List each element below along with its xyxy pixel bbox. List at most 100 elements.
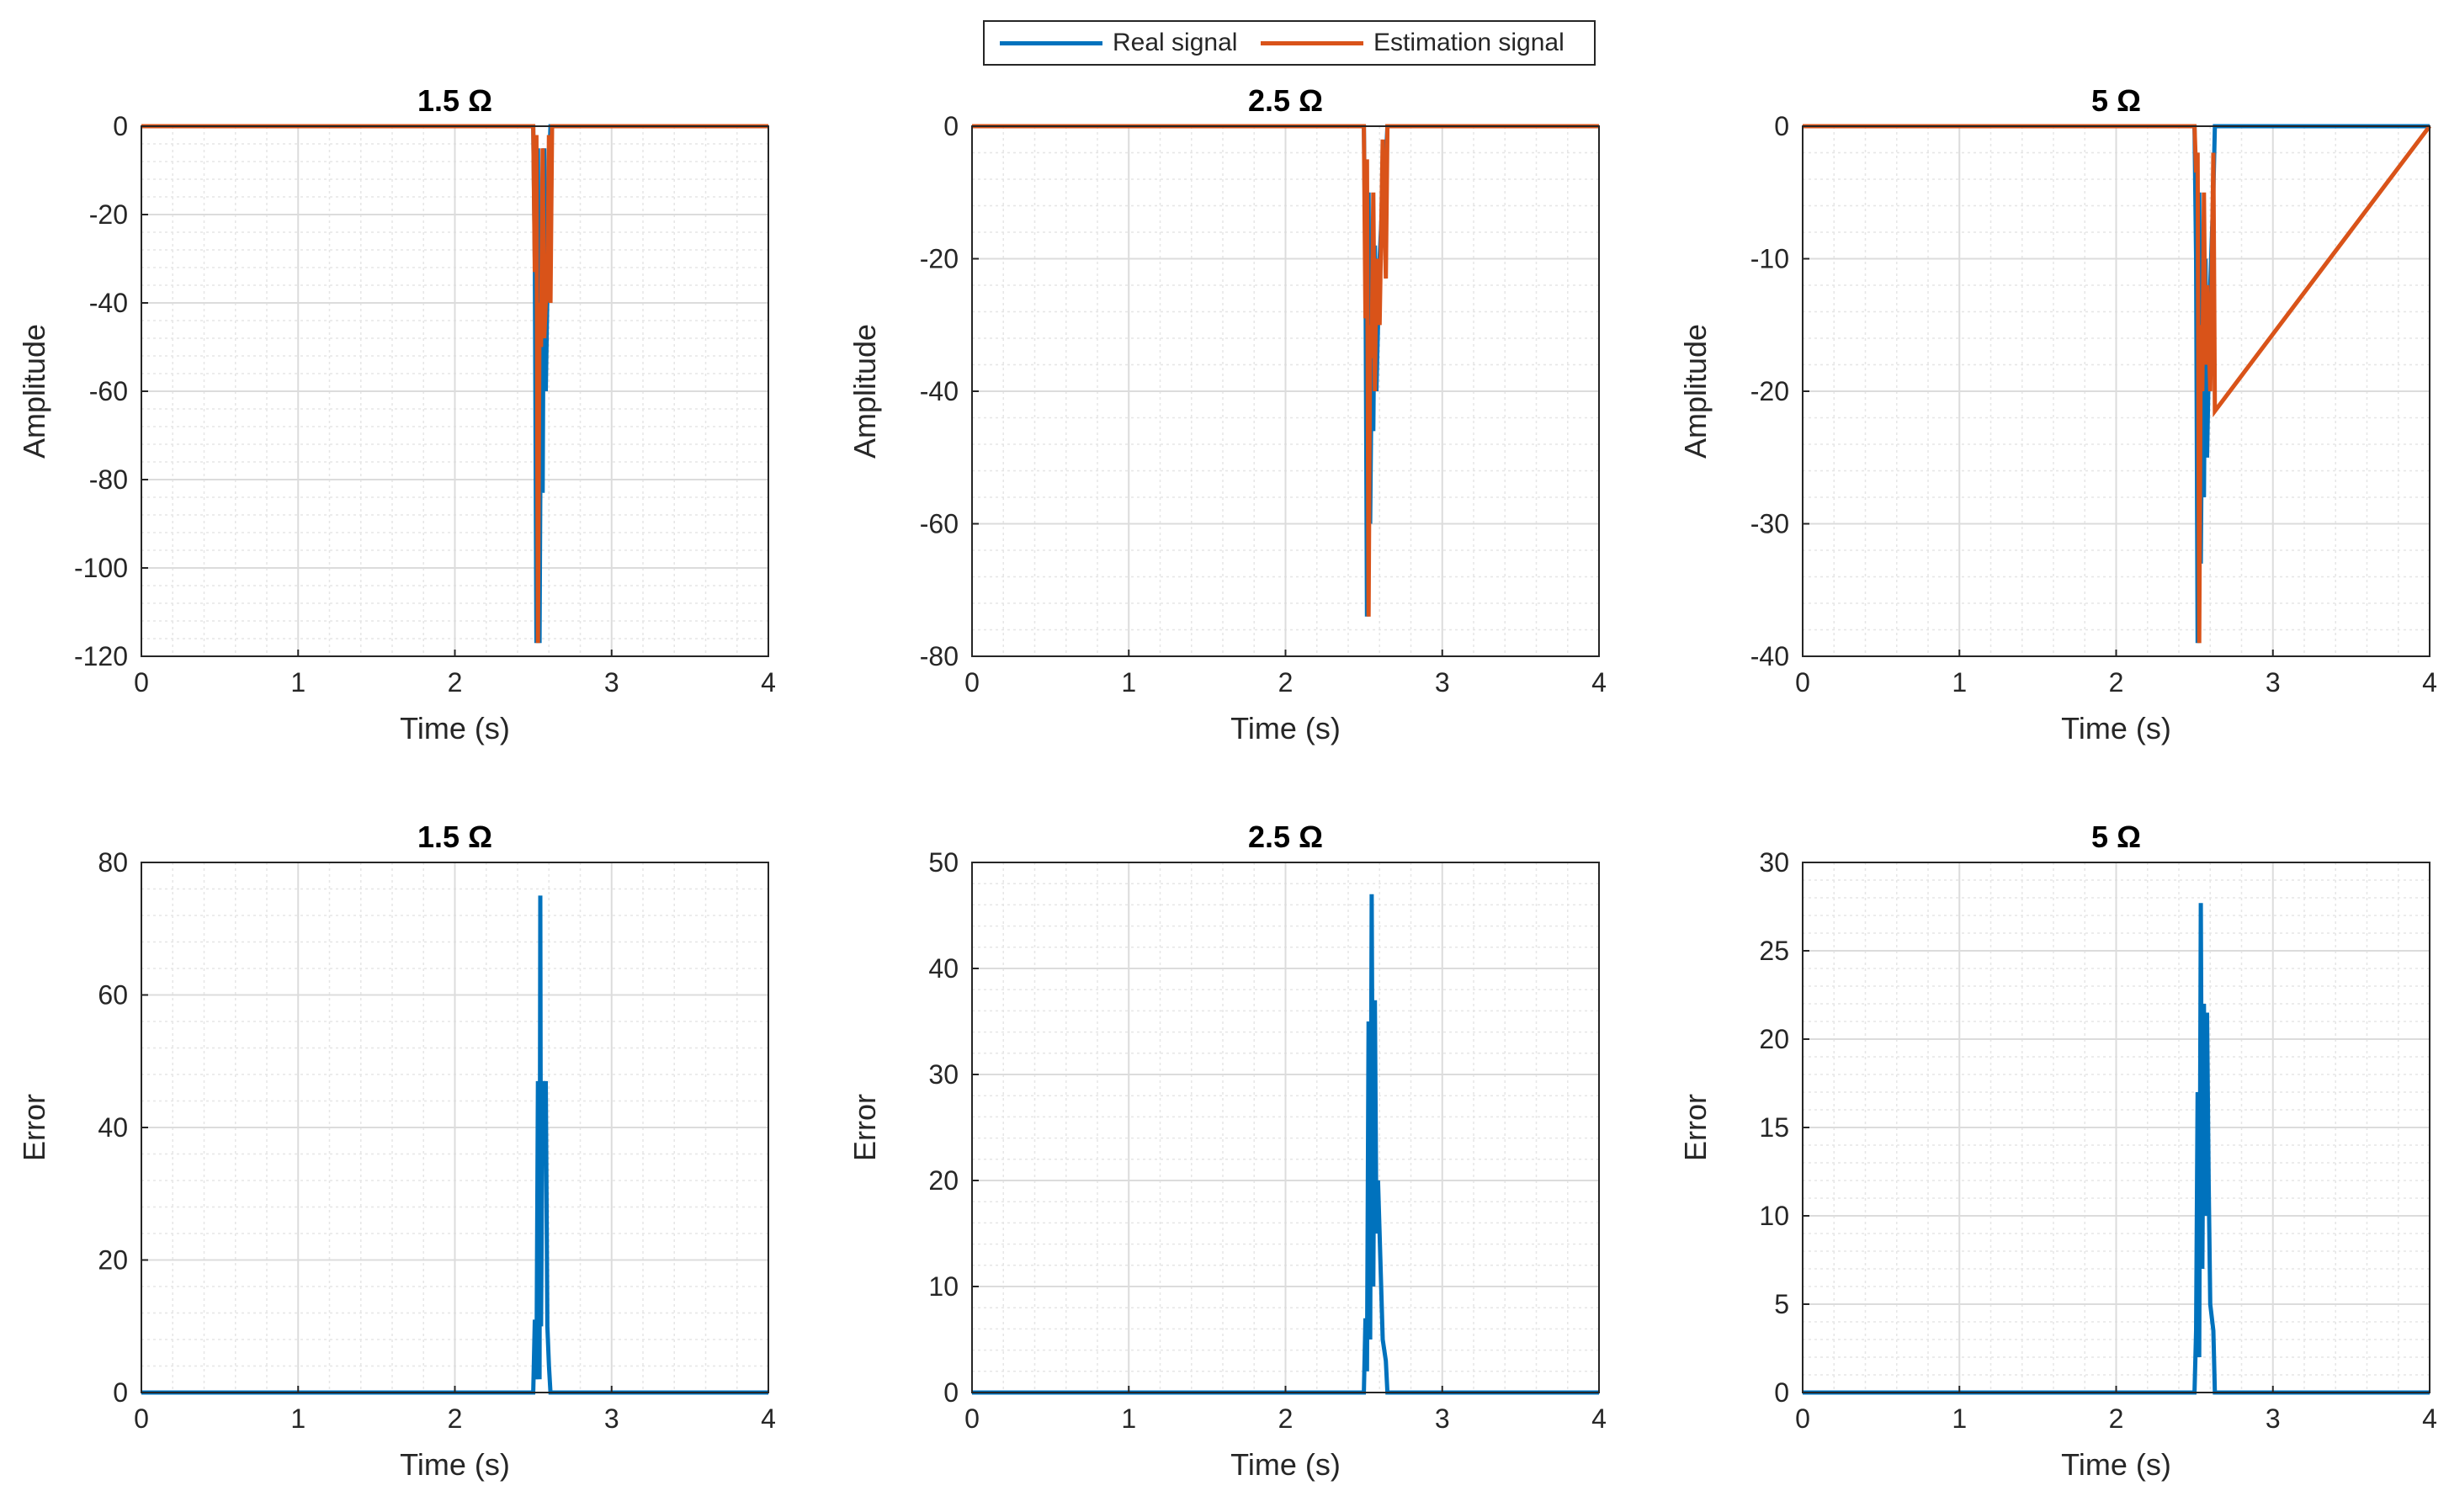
y-axis-label: Amplitude <box>1678 324 1713 459</box>
y-tick-label: 30 <box>928 1059 959 1090</box>
x-tick-label: 3 <box>1435 1403 1450 1434</box>
y-tick-label: 25 <box>1759 936 1789 966</box>
y-tick-label: 0 <box>943 111 959 141</box>
x-tick-label: 4 <box>761 1403 776 1434</box>
x-tick-label: 3 <box>1435 667 1450 698</box>
y-tick-label: -10 <box>1750 244 1789 274</box>
subplot-title: 2.5 Ω <box>1248 83 1323 118</box>
x-tick-label: 4 <box>2422 667 2437 698</box>
x-tick-label: 2 <box>1278 667 1294 698</box>
x-tick-label: 4 <box>1591 667 1607 698</box>
y-tick-label: -80 <box>89 464 128 495</box>
y-tick-label: 60 <box>98 980 128 1011</box>
x-tick-label: 1 <box>1952 667 1967 698</box>
series-line-error <box>141 895 768 1395</box>
y-tick-label: 30 <box>1759 847 1789 878</box>
legend: Real signal Estimation signal <box>983 20 1596 66</box>
legend-item-real: Real signal <box>1000 22 1237 64</box>
y-axis-label: Error <box>847 1094 882 1161</box>
x-tick-label: 0 <box>134 1403 149 1434</box>
y-tick-label: 40 <box>928 953 959 984</box>
y-tick-label: -40 <box>1750 641 1789 671</box>
x-tick-label: 2 <box>448 667 463 698</box>
y-tick-label: -60 <box>89 376 128 406</box>
x-axis-label: Time (s) <box>1230 711 1341 745</box>
y-tick-label: 15 <box>1759 1112 1789 1143</box>
x-tick-label: 0 <box>1795 667 1810 698</box>
y-tick-label: 10 <box>1759 1201 1789 1231</box>
legend-line-real <box>1000 40 1102 45</box>
y-tick-label: -20 <box>920 244 959 274</box>
subplot-title: 2.5 Ω <box>1248 820 1323 854</box>
x-axis-label: Time (s) <box>400 1447 510 1482</box>
x-axis-label: Time (s) <box>2061 1447 2171 1482</box>
x-tick-label: 0 <box>964 667 980 698</box>
y-tick-label: 10 <box>928 1271 959 1302</box>
x-tick-label: 2 <box>448 1403 463 1434</box>
legend-label-estimation: Estimation signal <box>1373 29 1564 56</box>
legend-label-real: Real signal <box>1113 29 1238 56</box>
y-tick-label: -60 <box>920 509 959 539</box>
y-tick-label: -40 <box>89 288 128 318</box>
series-line-estimation-signal <box>141 124 768 644</box>
y-tick-label: 20 <box>928 1165 959 1196</box>
x-tick-label: 3 <box>604 667 619 698</box>
subplot-6: 0 1 2 3 4 0 5 10 15 20 25 30 5 Ω Time (s) Error <box>1678 820 2437 1482</box>
x-tick-label: 1 <box>290 1403 305 1434</box>
x-tick-label: 0 <box>964 1403 980 1434</box>
series-line-error <box>1803 903 2430 1395</box>
x-tick-label: 4 <box>2422 1403 2437 1434</box>
x-tick-label: 0 <box>1795 1403 1810 1434</box>
y-tick-label: 50 <box>928 847 959 878</box>
legend-line-estimation <box>1261 40 1363 45</box>
subplot-1: 0 1 2 3 4 0 -20 -40 -60 -80 -100 -120 1.5 Ω Time (s) A… <box>17 83 776 745</box>
x-tick-label: 4 <box>761 667 776 698</box>
y-axis-label: Amplitude <box>847 324 882 459</box>
y-tick-label: -120 <box>74 641 128 671</box>
y-axis-label: Error <box>17 1094 51 1161</box>
series-line-estimation-signal <box>972 124 1599 617</box>
legend-item-estimation: Estimation signal <box>1261 22 1564 64</box>
y-tick-label: 0 <box>113 1377 128 1408</box>
y-tick-label: -40 <box>920 376 959 406</box>
y-tick-label: 0 <box>1774 1377 1789 1408</box>
y-tick-label: 5 <box>1774 1289 1789 1319</box>
x-tick-label: 1 <box>1121 1403 1136 1434</box>
series-line-error <box>972 894 1599 1395</box>
y-tick-label: -100 <box>74 553 128 583</box>
y-tick-label: -20 <box>89 199 128 230</box>
x-axis-label: Time (s) <box>1230 1447 1341 1482</box>
x-tick-label: 3 <box>2266 667 2281 698</box>
x-tick-label: 1 <box>1952 1403 1967 1434</box>
y-tick-label: -20 <box>1750 376 1789 406</box>
x-tick-label: 2 <box>2109 667 2124 698</box>
subplot-title: 5 Ω <box>2091 83 2141 118</box>
x-tick-label: 3 <box>2266 1403 2281 1434</box>
x-tick-label: 2 <box>1278 1403 1294 1434</box>
y-axis-label: Amplitude <box>17 324 51 459</box>
y-tick-label: 0 <box>943 1377 959 1408</box>
subplot-2: 0 1 2 3 4 0 -20 -40 -60 -80 2.5 Ω Time (s) Amplitude <box>847 83 1607 745</box>
y-tick-label: 0 <box>113 111 128 141</box>
y-tick-label: 0 <box>1774 111 1789 141</box>
y-tick-label: -80 <box>920 641 959 671</box>
subplot-3: 0 1 2 3 4 0 -10 -20 -30 -40 5 Ω Time (s) Amplitude <box>1678 83 2437 745</box>
x-tick-label: 4 <box>1591 1403 1607 1434</box>
y-axis-label: Error <box>1678 1094 1713 1161</box>
y-tick-label: 40 <box>98 1112 128 1143</box>
series-line-estimation-signal <box>1803 124 2431 644</box>
y-tick-label: 20 <box>98 1245 128 1276</box>
subplot-title: 1.5 Ω <box>417 83 492 118</box>
y-tick-label: 20 <box>1759 1024 1789 1054</box>
subplot-title: 1.5 Ω <box>417 820 492 854</box>
x-tick-label: 2 <box>2109 1403 2124 1434</box>
subplot-title: 5 Ω <box>2091 820 2141 854</box>
x-tick-label: 1 <box>290 667 305 698</box>
x-axis-label: Time (s) <box>400 711 510 745</box>
x-tick-label: 1 <box>1121 667 1136 698</box>
x-tick-label: 3 <box>604 1403 619 1434</box>
x-tick-label: 0 <box>134 667 149 698</box>
